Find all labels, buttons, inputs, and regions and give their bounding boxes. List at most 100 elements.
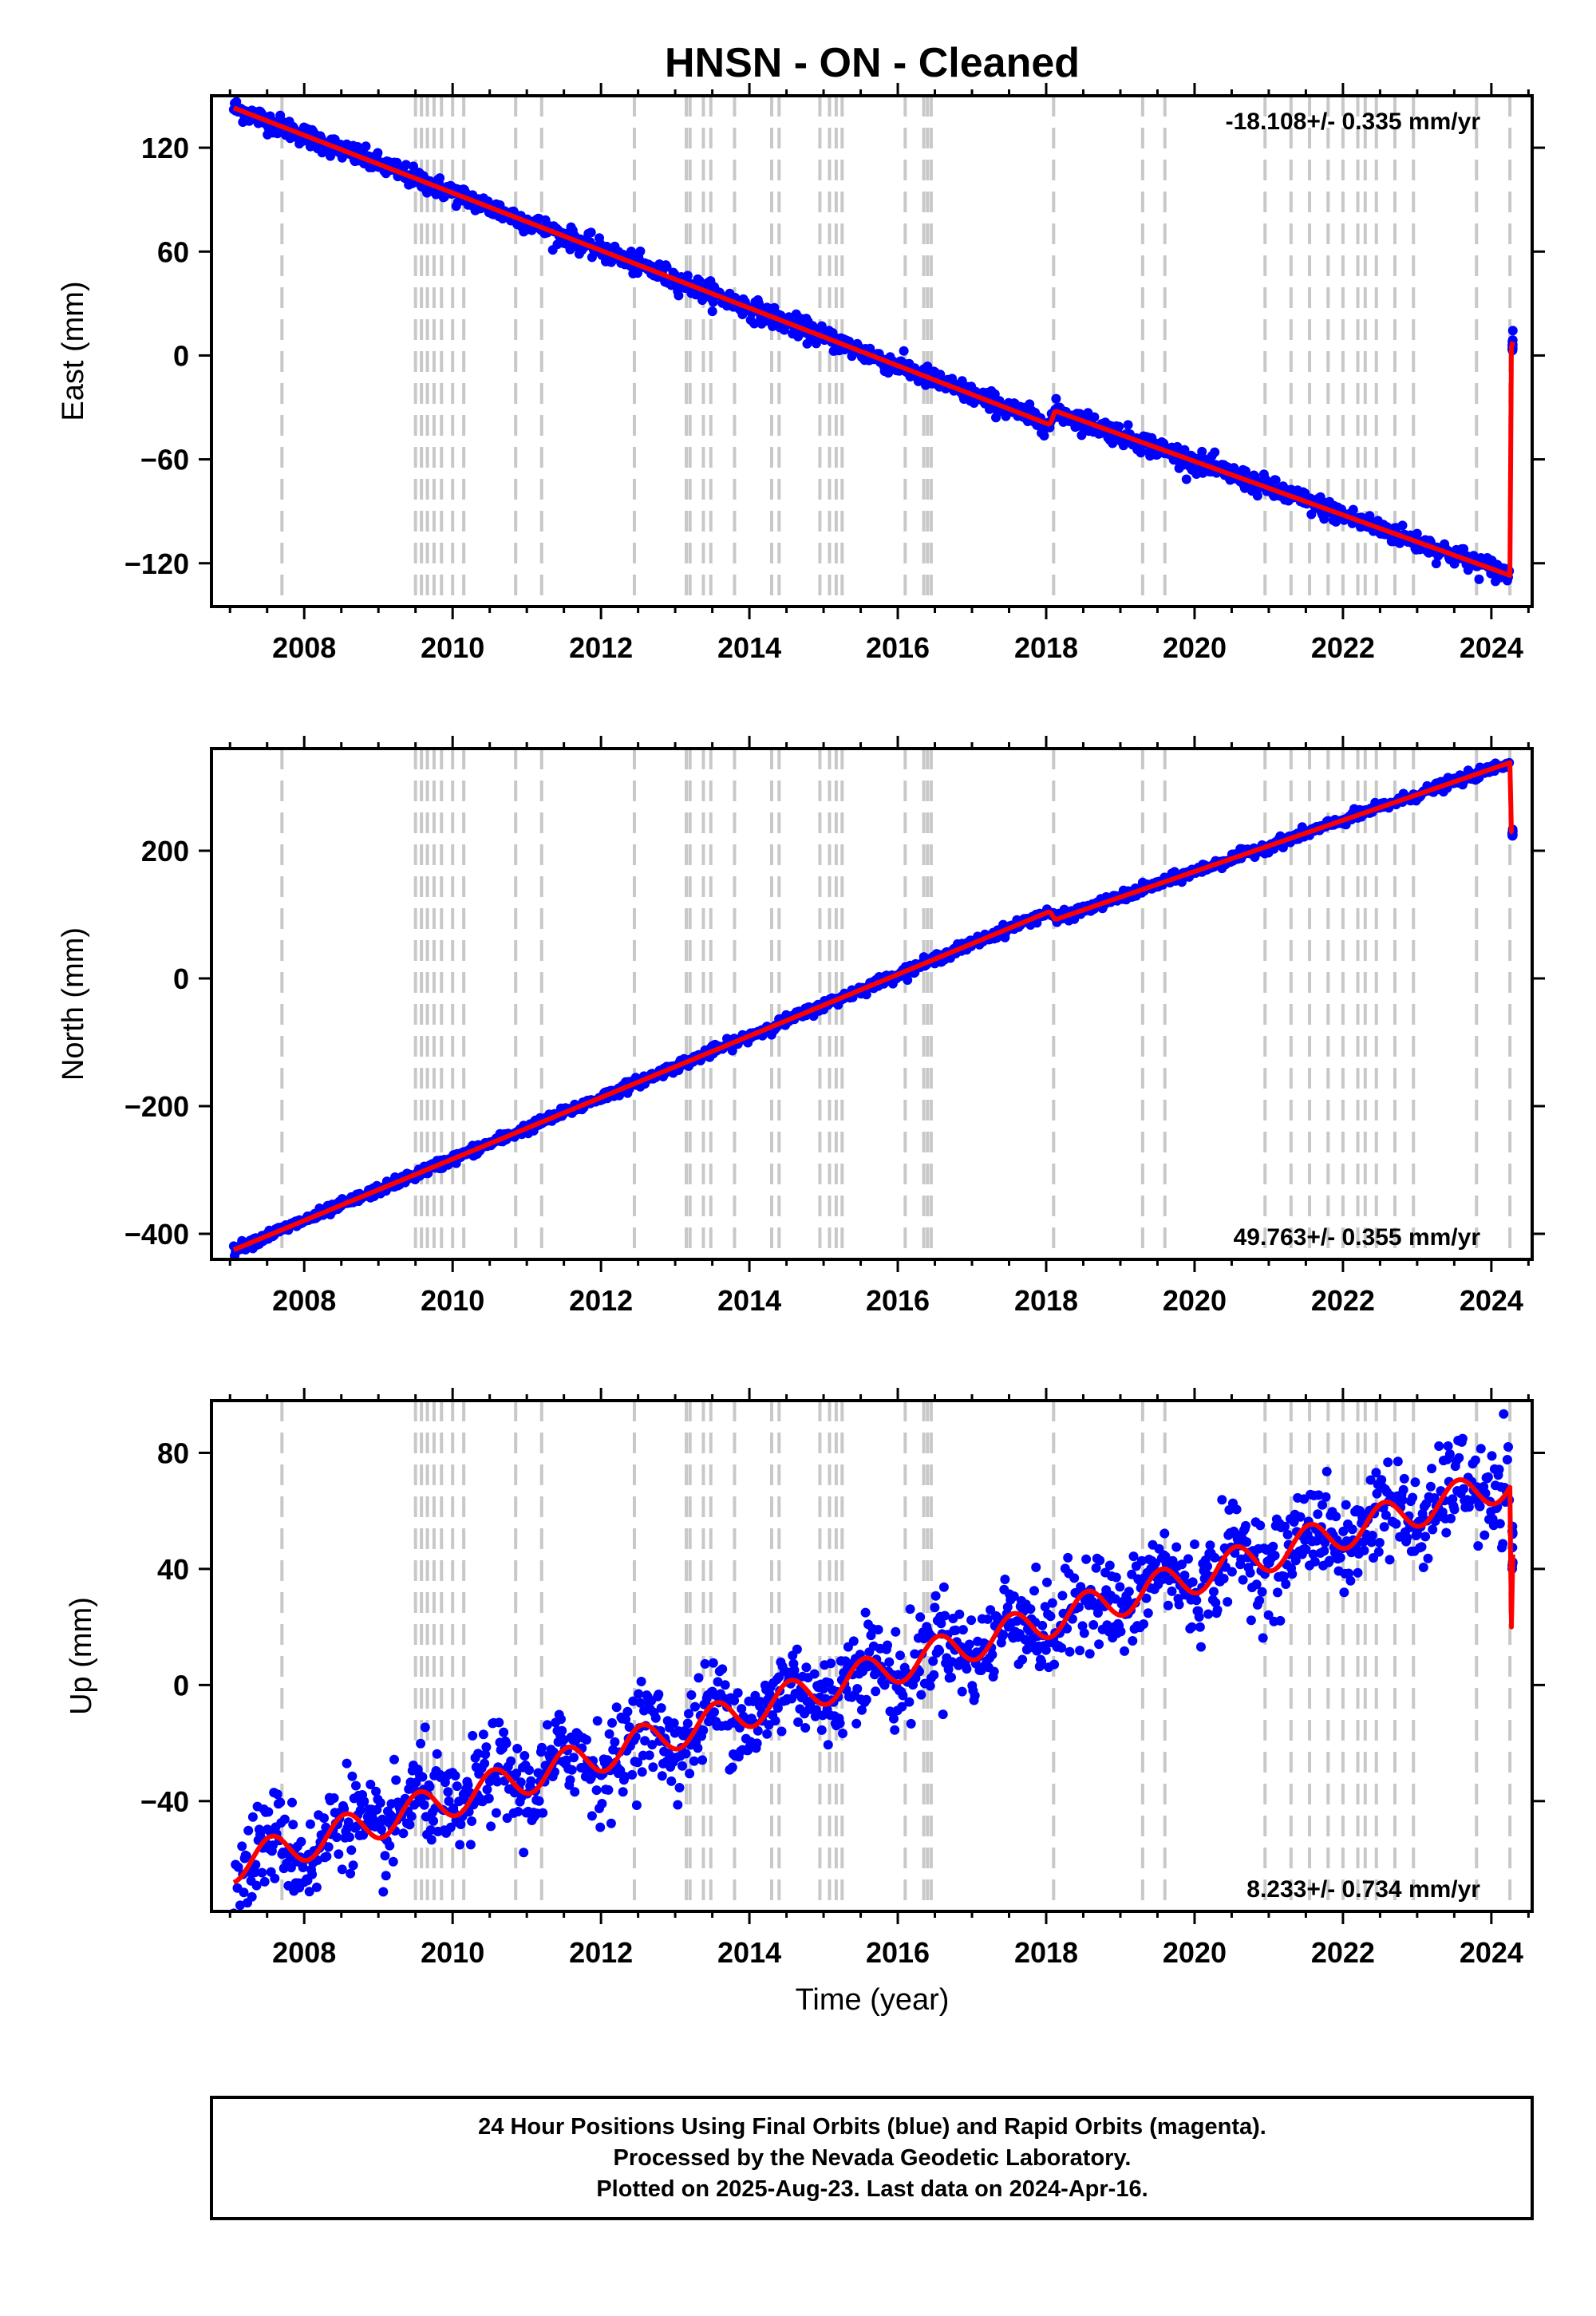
data-point [1065,1646,1075,1657]
data-point [347,1771,358,1781]
data-point [534,1796,544,1806]
data-point [922,362,933,371]
data-point [239,1887,249,1898]
data-point [938,1582,949,1592]
data-point [1443,1441,1453,1451]
data-point [737,1704,747,1714]
data-point [1223,1597,1233,1607]
data-point [334,1849,344,1860]
axes: 2008 2010 2012 2014 2016 2018 2020 2022 2024 −120… [124,83,1545,664]
data-point [873,1625,883,1634]
data-point [467,1816,477,1826]
data-point [305,1819,315,1829]
data-point [1210,1552,1220,1563]
data-point [678,1761,687,1771]
data-point [1141,1593,1152,1603]
data-point [524,1765,534,1775]
plot-frame [210,94,1534,608]
data-point [452,1781,462,1792]
data-point [1470,1455,1480,1465]
data-point [501,1738,512,1749]
x-tick-label: 2012 [569,631,633,664]
data-point [1040,1602,1050,1612]
data-point [468,1730,478,1741]
data-point [928,1656,938,1666]
data-point [669,1718,679,1729]
data-point [1120,1646,1130,1656]
data-point [1029,1586,1039,1596]
data-point [443,1787,453,1797]
x-tick-label: 2020 [1163,1284,1227,1317]
data-point [1270,475,1281,485]
data-point [345,1832,354,1842]
x-tick-label: 2014 [717,1284,781,1317]
x-tick-label: 2020 [1163,631,1227,664]
data-point [889,1713,899,1724]
data-point [385,1840,395,1851]
data-point [633,1757,642,1768]
data-point [602,1755,613,1765]
data-point [838,1729,847,1738]
data-point [899,346,909,356]
data-point [1313,1509,1323,1520]
data-point [323,1842,334,1852]
data-point [355,1805,365,1816]
data-point [371,1786,381,1796]
data-point [1374,1538,1385,1547]
data-point [851,1718,862,1729]
data-point [647,1740,658,1750]
data-point [1498,1539,1508,1549]
data-point [570,1787,580,1797]
data-point [417,1772,428,1782]
data-point [506,1756,516,1766]
data-point [1335,1552,1345,1563]
data-point [1428,1524,1438,1535]
data-point [419,1800,429,1810]
panel-north: 2008 2010 2012 2014 2016 2018 2020 2022 2024 −400… [57,736,1545,1317]
data-point [235,1936,244,1946]
data-point [1128,1636,1138,1646]
data-point [946,1672,956,1682]
data-point [1095,1555,1105,1566]
data-point [582,1735,591,1745]
data-point [444,1796,454,1806]
data-point [1187,1577,1198,1587]
data-point [1479,1530,1490,1540]
data-point [792,1644,802,1654]
y-tick-label: −40 [140,1785,189,1818]
data-point [237,1841,247,1852]
data-point [883,1640,892,1650]
data-point [1167,1586,1177,1596]
data-point [904,1697,915,1707]
x-tick-label: 2010 [421,1936,484,1969]
data-point [962,1664,972,1674]
data-point [1089,412,1100,422]
data-point [1371,1468,1381,1478]
data-point [891,1626,901,1637]
data-point [915,1612,926,1622]
data-point [1177,1559,1187,1570]
data-point [673,1800,683,1810]
data-point [987,1650,998,1660]
data-point [272,1789,282,1800]
data-point [388,1856,398,1867]
data-point [636,1677,646,1686]
plot-frame [210,747,1534,1261]
data-point [1194,1612,1204,1622]
data-point [1195,1622,1205,1632]
data-point [1242,1537,1252,1547]
data-point [1310,1556,1320,1567]
data-point [1268,1541,1278,1551]
data-point [455,1840,465,1850]
data-point [432,1749,442,1759]
data-point [1069,1573,1080,1583]
data-point [1159,1528,1170,1539]
data-point [346,1868,356,1879]
data-point [550,1767,559,1777]
data-point [1183,1554,1193,1564]
data-point [700,1658,710,1669]
data-point [809,1669,820,1679]
data-point [1474,574,1484,584]
data-point [1077,1621,1088,1631]
